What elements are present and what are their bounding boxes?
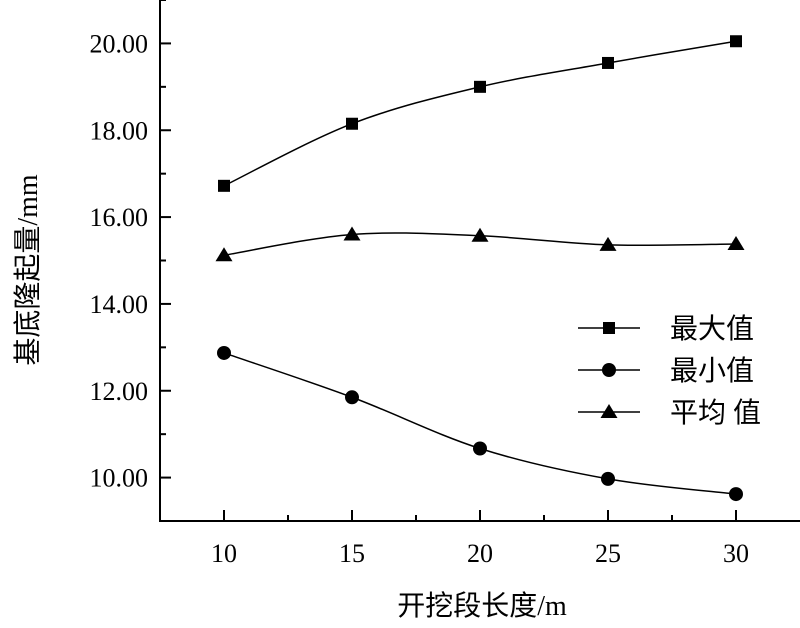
y-tick-label: 20.00 — [90, 29, 149, 58]
data-point-circle — [345, 390, 359, 405]
series-square — [218, 35, 742, 192]
data-point-triangle — [215, 247, 233, 262]
legend-entry-triangle: 平均 值 — [578, 397, 761, 429]
legend-label: 平均 值 — [670, 397, 761, 429]
data-point-triangle — [471, 227, 489, 242]
y-axis-ticks: 10.00 12.00 14.00 16.00 18.00 20.00 — [90, 0, 171, 522]
data-point-circle — [473, 441, 487, 456]
series-triangle — [215, 226, 745, 262]
y-tick-label: 12.00 — [90, 377, 149, 406]
series-line-square — [223, 40, 737, 187]
legend-label: 最小值 — [670, 355, 754, 387]
x-tick-label: 15 — [339, 539, 365, 568]
x-tick-label: 30 — [723, 539, 749, 568]
data-point-square — [474, 80, 486, 93]
y-tick-label: 10.00 — [90, 464, 149, 493]
data-point-circle — [217, 345, 231, 360]
x-tick-label: 25 — [595, 539, 621, 568]
data-point-square — [218, 179, 230, 192]
data-point-square — [346, 117, 358, 130]
series-circle — [217, 345, 743, 502]
legend-label: 最大值 — [670, 313, 754, 345]
y-tick-label: 18.00 — [90, 116, 149, 145]
legend-entry-circle: 最小值 — [578, 355, 754, 387]
data-point-triangle — [343, 226, 361, 241]
y-axis-label: 基底隆起量/mm — [12, 174, 44, 366]
data-point-triangle — [727, 236, 745, 251]
data-point-circle — [601, 471, 615, 486]
x-tick-label: 10 — [211, 539, 237, 568]
y-tick-label: 16.00 — [90, 203, 149, 232]
y-tick-label: 14.00 — [90, 290, 149, 319]
legend-marker-circle — [602, 363, 616, 377]
x-axis-ticks: 10 15 20 25 30 — [211, 510, 749, 568]
data-point-square — [602, 56, 614, 69]
data-point-triangle — [599, 236, 617, 251]
legend-marker-square — [603, 322, 615, 334]
data-point-square — [730, 35, 742, 48]
legend-entry-square: 最大值 — [578, 313, 754, 345]
data-point-circle — [729, 487, 743, 502]
x-axis-label: 开挖段长度/m — [397, 590, 567, 622]
legend-marker-triangle — [600, 404, 618, 418]
series-line-circle — [223, 352, 737, 495]
series-group — [215, 35, 745, 502]
x-tick-label: 20 — [467, 539, 493, 568]
